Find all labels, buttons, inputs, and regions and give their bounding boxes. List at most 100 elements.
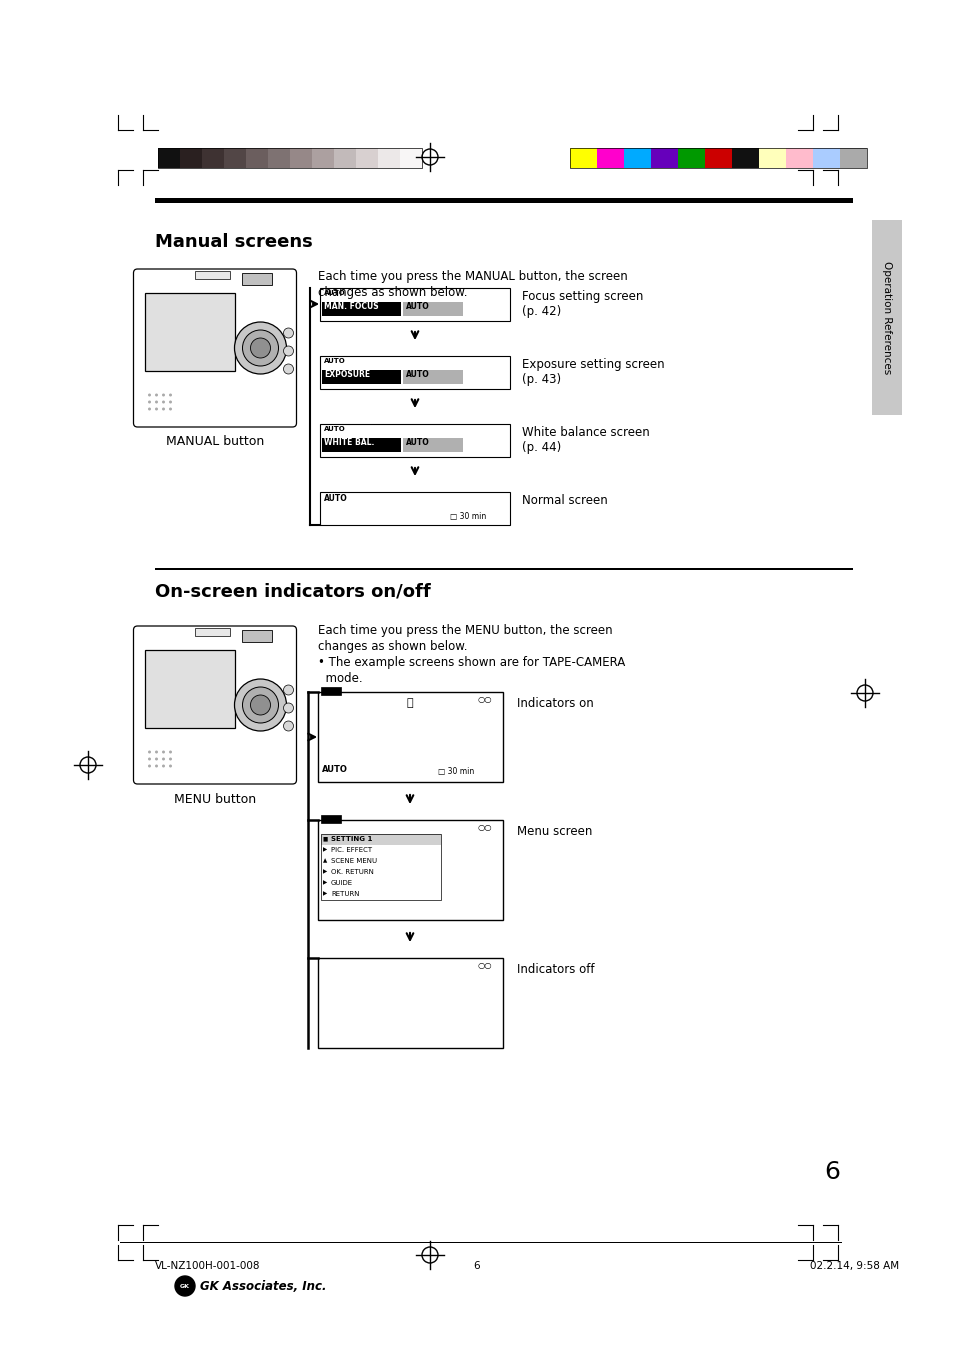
Bar [268, 149, 290, 168]
Bar [180, 149, 202, 168]
Text: Exposure setting screen: Exposure setting screen [521, 358, 664, 372]
Text: Indicators on: Indicators on [517, 697, 593, 711]
Text: PIC. EFFECT: PIC. EFFECT [331, 847, 372, 852]
Bar [623, 149, 650, 168]
Circle shape [154, 751, 158, 754]
Bar [320, 857, 440, 867]
Text: (p. 44): (p. 44) [521, 440, 560, 454]
Bar [322, 438, 400, 453]
Circle shape [162, 400, 165, 404]
FancyBboxPatch shape [133, 626, 296, 784]
Text: Indicators off: Indicators off [517, 963, 594, 975]
Bar [194, 272, 230, 280]
Text: MAN. FOCUS: MAN. FOCUS [324, 303, 378, 311]
Text: 02.2.14, 9:58 AM: 02.2.14, 9:58 AM [809, 1260, 898, 1271]
Circle shape [234, 322, 286, 374]
Circle shape [169, 408, 172, 411]
Bar [194, 628, 230, 636]
Bar [158, 149, 180, 168]
Bar [290, 149, 312, 168]
Text: WHITE BAL.: WHITE BAL. [324, 438, 374, 447]
Text: Menu screen: Menu screen [517, 825, 592, 838]
Bar [242, 273, 273, 285]
Text: ▲: ▲ [323, 858, 327, 863]
Bar [317, 958, 502, 1048]
Bar [146, 293, 235, 372]
Bar [146, 650, 235, 728]
Bar [402, 303, 462, 316]
Bar [317, 692, 502, 782]
Circle shape [148, 765, 151, 767]
Text: AUTO: AUTO [324, 494, 348, 503]
Bar [334, 149, 355, 168]
Bar [322, 370, 400, 384]
Bar [704, 149, 731, 168]
Circle shape [162, 751, 165, 754]
Bar [320, 844, 440, 857]
Bar [812, 149, 840, 168]
Circle shape [148, 751, 151, 754]
Text: Each time you press the MENU button, the screen: Each time you press the MENU button, the… [317, 624, 612, 638]
Text: Focus setting screen: Focus setting screen [521, 290, 642, 303]
Text: AUTO: AUTO [406, 303, 429, 311]
Bar [320, 688, 340, 694]
Circle shape [154, 408, 158, 411]
Text: changes as shown below.: changes as shown below. [317, 286, 467, 299]
Text: AUTO: AUTO [406, 438, 429, 447]
Text: (p. 43): (p. 43) [521, 373, 560, 386]
Text: 6: 6 [823, 1161, 840, 1183]
Text: ▶: ▶ [323, 847, 327, 852]
Text: 6: 6 [474, 1260, 479, 1271]
Text: SETTING 1: SETTING 1 [331, 836, 372, 842]
Text: OK. RETURN: OK. RETURN [331, 869, 374, 875]
Bar [246, 149, 268, 168]
Text: GK: GK [180, 1283, 190, 1289]
Bar [319, 357, 510, 389]
Circle shape [283, 328, 294, 338]
Circle shape [283, 703, 294, 713]
Circle shape [148, 408, 151, 411]
Circle shape [169, 765, 172, 767]
Bar [597, 149, 623, 168]
Text: Operation References: Operation References [882, 261, 891, 374]
Circle shape [162, 758, 165, 761]
Bar [319, 288, 510, 322]
Text: ▶: ▶ [323, 880, 327, 885]
Text: RETURN: RETURN [331, 892, 359, 897]
Bar [320, 834, 440, 844]
Text: ▶: ▶ [323, 869, 327, 874]
Text: ␀: ␀ [406, 698, 413, 708]
Bar [319, 424, 510, 457]
Text: AUTO: AUTO [406, 370, 429, 380]
Circle shape [251, 694, 271, 715]
Text: (p. 42): (p. 42) [521, 305, 560, 317]
Circle shape [148, 400, 151, 404]
Text: Manual screens: Manual screens [154, 232, 313, 251]
Bar [569, 149, 597, 168]
Text: AUTO: AUTO [324, 426, 345, 432]
Circle shape [154, 400, 158, 404]
Bar [322, 303, 400, 316]
Bar [678, 149, 704, 168]
Text: ■: ■ [323, 836, 328, 842]
Text: □ 30 min: □ 30 min [450, 512, 486, 521]
Bar [317, 820, 502, 920]
Bar [377, 149, 399, 168]
Bar [871, 220, 901, 415]
Text: GK Associates, Inc.: GK Associates, Inc. [200, 1279, 326, 1293]
Text: • The example screens shown are for TAPE-CAMERA: • The example screens shown are for TAPE… [317, 657, 624, 669]
Circle shape [234, 680, 286, 731]
Text: changes as shown below.: changes as shown below. [317, 640, 467, 653]
Circle shape [169, 751, 172, 754]
Circle shape [162, 408, 165, 411]
Circle shape [154, 393, 158, 396]
Circle shape [283, 363, 294, 374]
Circle shape [162, 393, 165, 396]
Bar [242, 630, 273, 642]
Bar [402, 438, 462, 453]
Circle shape [242, 330, 278, 366]
Circle shape [169, 400, 172, 404]
Text: ○○: ○○ [477, 694, 492, 704]
Bar [399, 149, 421, 168]
Circle shape [148, 758, 151, 761]
